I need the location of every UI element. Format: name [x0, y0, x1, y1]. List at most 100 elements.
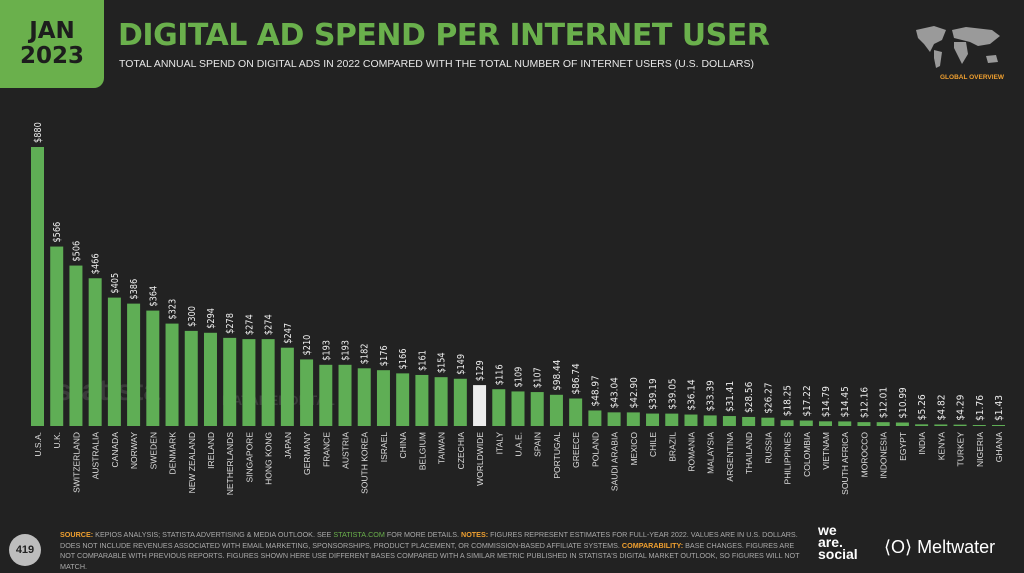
- bar: [203, 332, 217, 426]
- bar: [396, 373, 410, 426]
- category-label: SWITZERLAND: [71, 432, 81, 493]
- category-label: U.K.: [52, 432, 62, 449]
- data-label: $1.43: [994, 395, 1005, 421]
- data-label: $4.29: [956, 394, 967, 420]
- bar: [761, 417, 775, 426]
- category-label: TAIWAN: [437, 432, 447, 464]
- category-label: PORTUGAL: [552, 432, 562, 479]
- category-label: NORWAY: [129, 432, 139, 469]
- data-label: $42.90: [629, 377, 640, 408]
- bar: [415, 374, 429, 426]
- data-label: $1.76: [975, 395, 986, 421]
- bar: [703, 415, 717, 426]
- data-label: $4.82: [936, 394, 947, 420]
- bar: [819, 421, 833, 426]
- bar: [31, 147, 44, 426]
- meltwater-wordmark: Meltwater: [917, 537, 996, 557]
- bar: [992, 425, 1005, 426]
- bar: [69, 265, 83, 426]
- bar: [165, 323, 179, 426]
- category-label: VIETNAM: [821, 432, 831, 470]
- category-label: EGYPT: [898, 432, 908, 461]
- date-month: JAN: [29, 18, 75, 44]
- data-label: $880: [33, 122, 44, 143]
- data-label: $48.97: [590, 375, 601, 406]
- category-label: MOROCCO: [859, 432, 869, 478]
- data-label: $166: [398, 348, 409, 369]
- world-map-icon: [916, 26, 1000, 68]
- page-subtitle: TOTAL ANNUAL SPEND ON DIGITAL ADS IN 202…: [119, 58, 754, 70]
- category-label: CHILE: [648, 432, 658, 457]
- category-label: AUSTRIA: [341, 432, 351, 469]
- data-label: $294: [206, 308, 217, 329]
- category-label: ITALY: [494, 432, 504, 455]
- bar: [319, 364, 333, 426]
- category-label: MALAYSIA: [706, 432, 716, 474]
- category-label: IRELAND: [206, 432, 216, 469]
- bar: [934, 424, 948, 426]
- data-label: $12.16: [859, 387, 870, 418]
- category-label: SOUTH AFRICA: [840, 432, 850, 495]
- data-label: $154: [437, 352, 448, 373]
- bar: [549, 394, 563, 426]
- bar: [722, 416, 736, 426]
- bar: [338, 364, 352, 426]
- category-label: JAPAN: [283, 432, 293, 459]
- data-label: $86.74: [571, 363, 582, 394]
- data-label: $14.79: [821, 386, 832, 417]
- category-label: CZECHIA: [456, 432, 466, 470]
- data-label: $39.19: [648, 378, 659, 409]
- footer-notes: SOURCE: KEPIOS ANALYSIS; STATISTA ADVERT…: [60, 530, 800, 572]
- category-label: WORLDWIDE: [475, 432, 485, 486]
- category-label: SWEDEN: [148, 432, 158, 469]
- data-label: $405: [110, 273, 121, 294]
- data-label: $116: [494, 364, 505, 385]
- category-label: DENMARK: [168, 432, 178, 475]
- data-label: $161: [417, 350, 428, 371]
- category-label: CANADA: [110, 432, 120, 468]
- data-label: $107: [533, 367, 544, 388]
- bar: [223, 337, 237, 426]
- datareportal-watermark: DATAREPORTAL: [222, 392, 335, 408]
- data-label: $193: [321, 340, 332, 361]
- category-label: ISRAEL: [379, 432, 389, 463]
- category-label: THAILAND: [744, 432, 754, 474]
- bar: [569, 398, 583, 426]
- category-label: INDIA: [917, 432, 927, 455]
- data-label: $149: [456, 354, 467, 375]
- bar: [530, 392, 544, 426]
- bar: [876, 422, 890, 426]
- data-label: $36.14: [686, 379, 697, 410]
- notes-key: NOTES:: [461, 530, 489, 539]
- data-label: $323: [168, 299, 179, 320]
- date-year: 2023: [19, 43, 84, 69]
- section-label: GLOBAL OVERVIEW: [940, 74, 1005, 81]
- bar: [184, 330, 198, 426]
- bar: [588, 410, 602, 426]
- data-label: $18.25: [783, 385, 794, 416]
- bar: [684, 414, 698, 426]
- data-label: $17.22: [802, 385, 813, 416]
- data-label: $193: [341, 340, 352, 361]
- comparability-key: COMPARABILITY:: [621, 540, 684, 550]
- data-label: $176: [379, 345, 390, 366]
- data-label: $566: [52, 222, 63, 243]
- bar: [646, 413, 660, 426]
- data-label: $98.44: [552, 359, 563, 390]
- bar: [127, 303, 141, 426]
- bar: [473, 385, 487, 426]
- category-label: HONG KONG: [264, 432, 274, 485]
- source-link[interactable]: STATISTA.COM: [333, 530, 385, 539]
- category-label: BRAZIL: [667, 432, 677, 462]
- data-label: $39.05: [667, 378, 678, 409]
- bar: [146, 310, 160, 426]
- bar: [857, 422, 871, 426]
- we-are-social-logo: we are. social: [818, 522, 858, 562]
- data-label: $182: [360, 343, 371, 364]
- bar: [799, 420, 813, 426]
- data-label: $109: [514, 366, 525, 387]
- data-label: $12.01: [879, 387, 890, 418]
- data-label: $300: [187, 306, 198, 327]
- data-label: $28.56: [744, 381, 755, 412]
- bar: [434, 377, 448, 426]
